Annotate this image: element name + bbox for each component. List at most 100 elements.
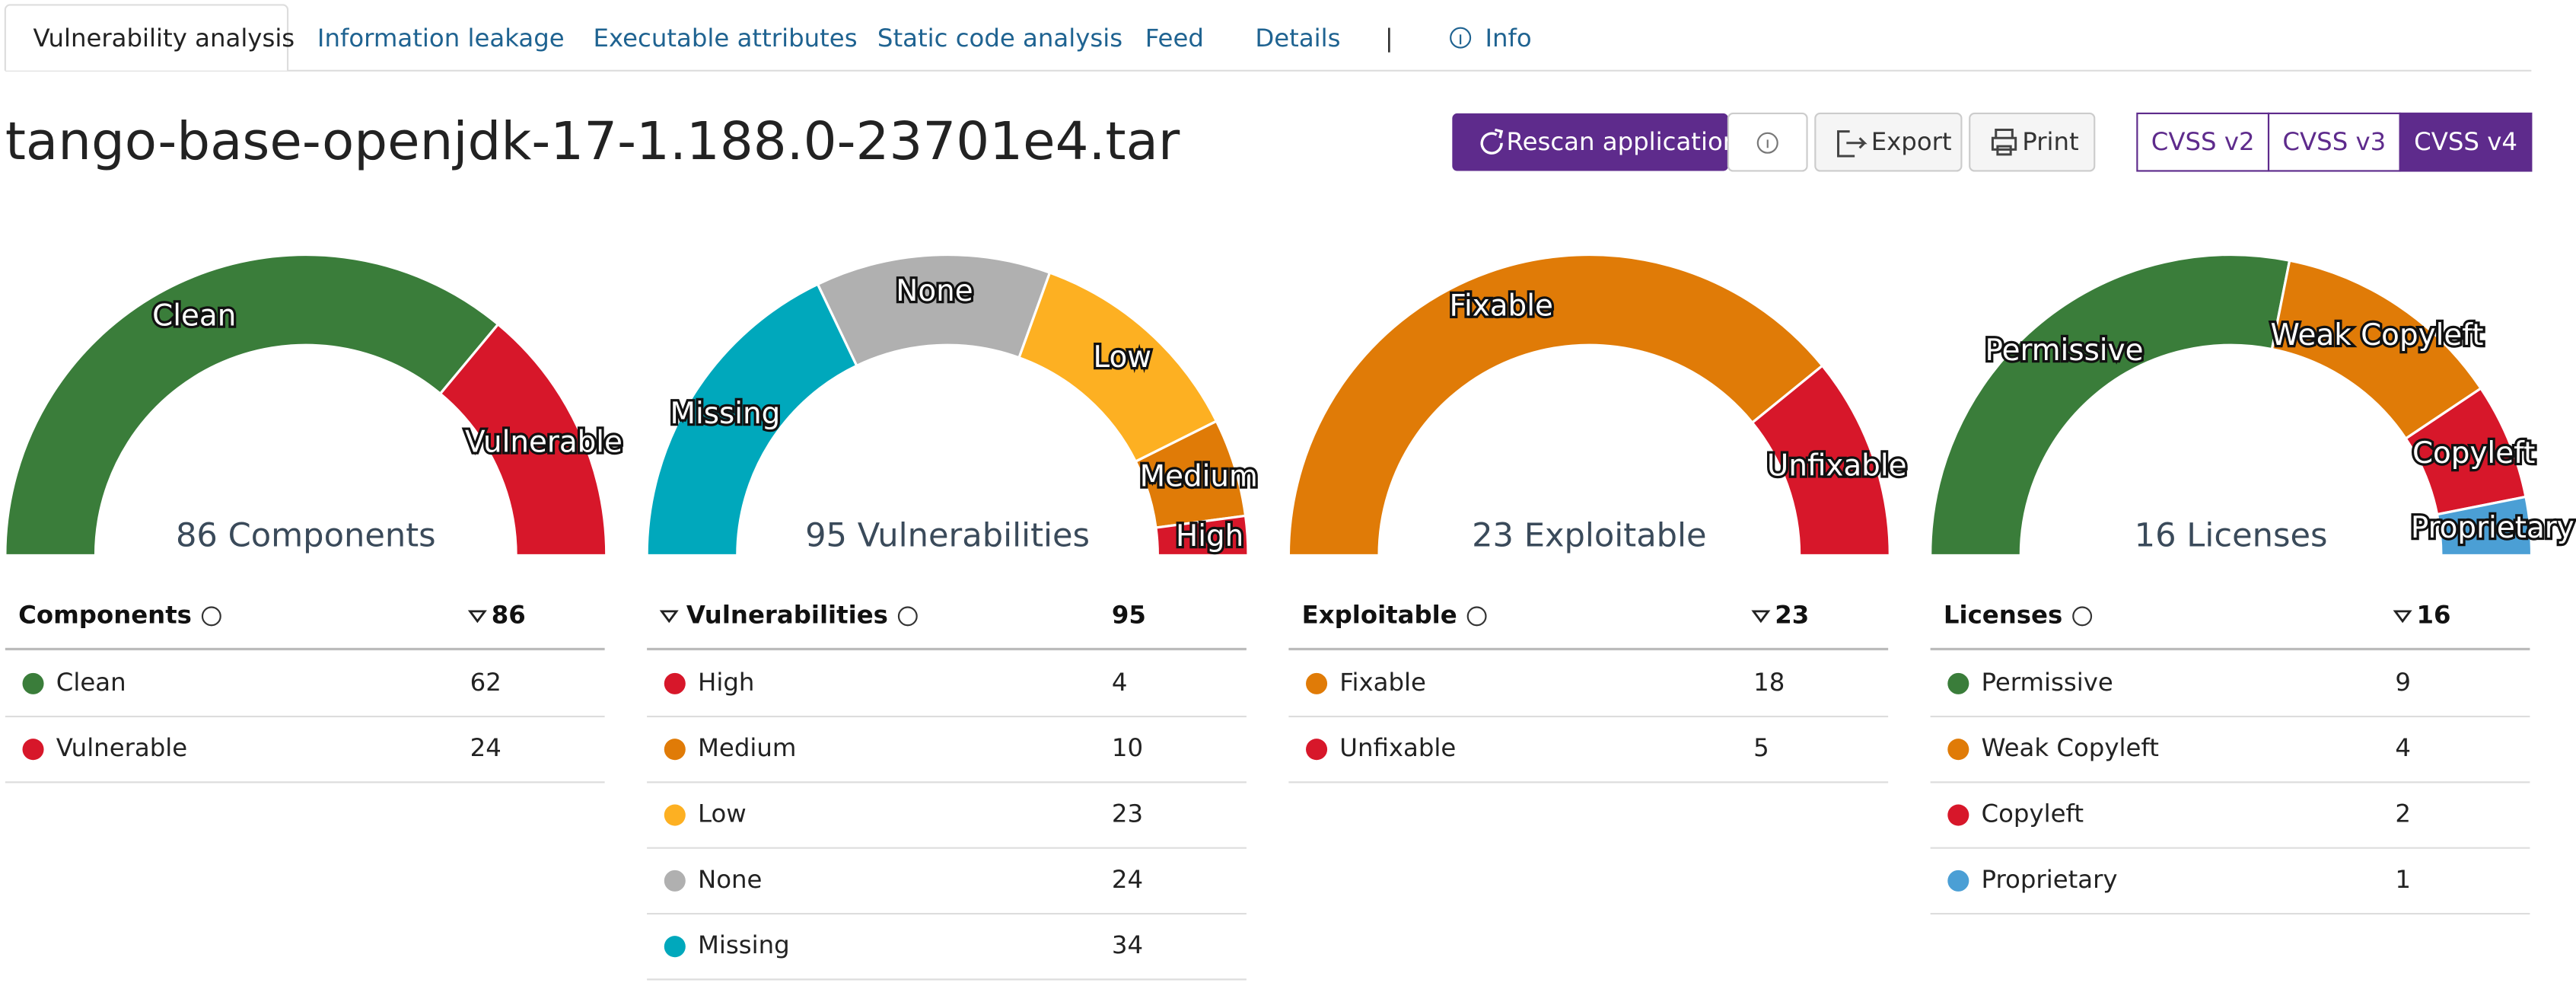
- table-header: Licenses: [1944, 600, 2062, 629]
- gauge-segment: [1154, 514, 1250, 557]
- row-value: 18: [1753, 668, 1785, 697]
- tab[interactable]: Feed: [1145, 24, 1204, 53]
- legend-dot: [664, 672, 686, 694]
- row-label: Fixable: [1339, 668, 1426, 697]
- rescan-button[interactable]: [1452, 113, 1728, 171]
- page-title: tango-base-openjdk-17-1.188.0-23701e4.ta…: [5, 111, 1180, 172]
- active-tab[interactable]: [4, 4, 289, 71]
- gauge-label: Unfixable: [1767, 448, 1907, 483]
- tab-separator: |: [1385, 24, 1393, 53]
- legend-dot: [664, 739, 686, 761]
- row-value: 34: [1112, 930, 1143, 959]
- row-value: 24: [1112, 865, 1143, 894]
- row-label: Clean: [56, 668, 126, 697]
- cvss-label: CVSS v4: [2414, 127, 2517, 156]
- table-header: Exploitable: [1302, 600, 1457, 629]
- header-info-icon: [2072, 606, 2093, 627]
- print-icon: [1991, 128, 2017, 156]
- print-button[interactable]: [1969, 112, 2096, 172]
- tab[interactable]: Information leakage: [317, 24, 565, 53]
- gauge-label: Permissive: [1985, 333, 2144, 368]
- legend-dot: [1947, 870, 1969, 892]
- gauge-segment: [4, 253, 500, 557]
- cvss-label: CVSS v3: [2282, 127, 2386, 156]
- tab[interactable]: Executable attributes: [594, 24, 858, 53]
- legend-dot: [22, 739, 44, 761]
- row-label: Weak Copyleft: [1982, 733, 2159, 762]
- rescan-label: Rescan application: [1507, 127, 1739, 156]
- legend-dot: [22, 672, 44, 694]
- gauge-segment: [1929, 253, 2291, 557]
- tab[interactable]: Static code analysis: [877, 24, 1122, 53]
- gauge-label: Vulnerable: [465, 425, 623, 459]
- export-icon: [1837, 130, 1868, 158]
- row-value: 62: [470, 668, 502, 697]
- gauge-label: Weak Copyleft: [2270, 318, 2483, 353]
- print-label: Print: [2022, 127, 2078, 156]
- tab[interactable]: Details: [1255, 24, 1340, 53]
- legend-dot: [1306, 739, 1328, 761]
- cvss-button[interactable]: [2399, 112, 2533, 172]
- table-header: Vulnerabilities: [686, 600, 888, 629]
- row-label: Proprietary: [1982, 865, 2118, 894]
- row-value: 2: [2395, 799, 2411, 828]
- sort-icon: [2393, 610, 2412, 624]
- export-label: Export: [1871, 127, 1952, 156]
- gauge-label: High: [1176, 519, 1243, 554]
- row-value: 4: [2395, 733, 2411, 762]
- gauge-label: Copyleft: [2412, 436, 2535, 471]
- legend-dot: [1947, 739, 1969, 761]
- gauge-center-label: 16 Licenses: [2135, 516, 2328, 554]
- legend-dot: [664, 804, 686, 826]
- row-label: Vulnerable: [56, 733, 187, 762]
- gauge-center-label: 95 Vulnerabilities: [805, 516, 1090, 554]
- rescan-icon: [1480, 128, 1504, 155]
- legend-dot: [664, 936, 686, 958]
- tab[interactable]: Vulnerability analysis: [33, 24, 295, 53]
- sort-icon: [467, 610, 487, 624]
- gauge-label: Proprietary: [2411, 511, 2574, 545]
- row-label: Medium: [698, 733, 796, 762]
- table-total: 95: [1112, 600, 1146, 629]
- table-total: 86: [492, 600, 526, 629]
- tab[interactable]: Info: [1485, 24, 1532, 53]
- gauge-segment: [438, 322, 608, 557]
- row-label: None: [698, 865, 762, 894]
- legend-dot: [1947, 672, 1969, 694]
- table-header: Components: [18, 600, 192, 629]
- row-label: High: [698, 668, 754, 697]
- cvss-label: CVSS v2: [2151, 127, 2255, 156]
- row-label: Low: [698, 799, 747, 828]
- gauge-label: Medium: [1140, 460, 1258, 494]
- row-value: 5: [1753, 733, 1769, 762]
- row-value: 4: [1112, 668, 1128, 697]
- gauge-segment: [1750, 363, 1891, 557]
- info-icon: [1756, 132, 1778, 154]
- legend-dot: [664, 870, 686, 892]
- gauge-label: Fixable: [1449, 289, 1552, 324]
- header-info-icon: [897, 606, 918, 627]
- row-value: 9: [2395, 668, 2411, 697]
- row-value: 24: [470, 733, 502, 762]
- table-total: 16: [2416, 600, 2450, 629]
- row-label: Unfixable: [1339, 733, 1456, 762]
- row-label: Missing: [698, 930, 790, 959]
- row-value: 23: [1112, 799, 1143, 828]
- row-value: 1: [2395, 865, 2411, 894]
- row-value: 10: [1112, 733, 1143, 762]
- gauge-segment: [1287, 253, 1825, 557]
- legend-dot: [1947, 804, 1969, 826]
- header-info-icon: [1466, 606, 1487, 627]
- sort-icon: [659, 610, 679, 624]
- gauge-label: Missing: [670, 397, 780, 431]
- legend-dot: [1306, 672, 1328, 694]
- row-label: Copyleft: [1982, 799, 2084, 828]
- row-label: Permissive: [1982, 668, 2113, 697]
- info-tab-icon: [1450, 27, 1472, 49]
- gauge-label: None: [896, 274, 973, 308]
- gauge-center-label: 23 Exploitable: [1472, 516, 1707, 554]
- gauge-label: Clean: [152, 298, 236, 333]
- gauge-segment: [816, 253, 1052, 368]
